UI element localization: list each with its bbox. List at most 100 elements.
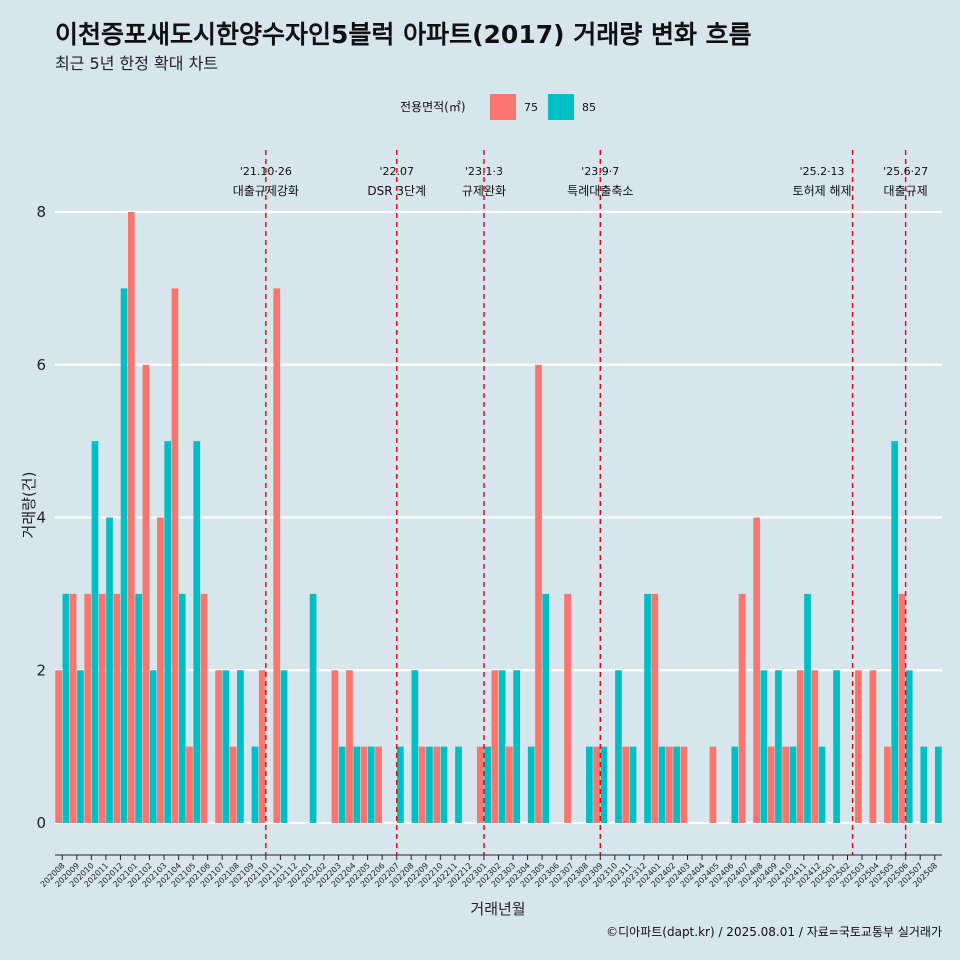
- legend-label-85: 85: [582, 101, 596, 114]
- bar-75-202309: [593, 746, 600, 823]
- bar-75-202405: [709, 746, 717, 823]
- bar-75-202101: [127, 212, 135, 823]
- bar-85-202103: [164, 441, 172, 823]
- bar-75-202103: [157, 517, 164, 823]
- bar-75-202410: [782, 746, 790, 823]
- bar-85-202209: [426, 746, 433, 823]
- bar-75-202209: [418, 746, 426, 823]
- bar-85-202008: [62, 593, 70, 823]
- bar-75-202503: [855, 670, 862, 823]
- bar-85-202211: [455, 746, 462, 823]
- bar-75-202411: [796, 670, 804, 823]
- event-label: 대출규제: [884, 184, 928, 198]
- y-tick-label: 4: [36, 509, 46, 527]
- bar-85-202308: [586, 746, 593, 823]
- bar-75-202504: [869, 670, 877, 823]
- bar-75-202303: [506, 746, 513, 823]
- bar-85-202505: [891, 441, 899, 823]
- y-tick-label: 0: [36, 814, 46, 832]
- bar-85-202205: [367, 746, 375, 823]
- bar-75-202106: [200, 593, 208, 823]
- event-date: '23.1·3: [465, 165, 503, 178]
- bar-85-202309: [600, 746, 608, 823]
- bar-75-202110: [258, 670, 266, 823]
- bar-85-202204: [353, 746, 361, 823]
- bars: [55, 212, 942, 823]
- legend-title: 전용면적(㎡): [400, 100, 466, 114]
- bar-85-202011: [106, 517, 113, 823]
- bar-75-202210: [433, 746, 441, 823]
- y-tick-label: 2: [36, 661, 46, 679]
- bar-75-202011: [98, 593, 106, 823]
- bar-75-202401: [651, 593, 659, 823]
- bar-75-202407: [738, 593, 746, 823]
- legend: 전용면적(㎡) 75 85: [400, 94, 596, 120]
- bar-75-202307: [564, 593, 571, 823]
- bar-85-202104: [178, 593, 186, 823]
- bar-85-202312: [644, 593, 651, 823]
- bar-75-202108: [229, 746, 237, 823]
- bar-85-202301: [484, 746, 491, 823]
- event-markers: '21.10·26 대출규제강화 '22.07 DSR 3단계 '23.1·3 규제완화 '…: [233, 150, 928, 855]
- event-date: '22.07: [379, 165, 414, 178]
- bar-75-202203: [331, 670, 339, 823]
- bar-85-202102: [149, 670, 157, 823]
- bar-85-202311: [629, 746, 637, 823]
- bar-85-202501: [833, 670, 840, 823]
- bar-75-202107: [215, 670, 222, 823]
- bar-75-202009: [69, 593, 77, 823]
- bar-85-202408: [760, 670, 768, 823]
- bar-85-202107: [222, 670, 230, 823]
- bar-85-202409: [775, 670, 782, 823]
- bar-85-202406: [731, 746, 739, 823]
- bar-85-202111: [280, 670, 288, 823]
- bar-75-202412: [811, 670, 819, 823]
- bar-85-202208: [411, 670, 419, 823]
- bar-85-202411: [804, 593, 811, 823]
- bar-75-202301: [476, 746, 484, 823]
- event-date: '25.2·13: [800, 165, 845, 178]
- chart-subtitle: 최근 5년 한정 확대 차트: [55, 54, 218, 73]
- bar-85-202207: [397, 746, 404, 823]
- bar-75-202305: [535, 364, 542, 823]
- bar-75-202206: [375, 746, 382, 823]
- bar-75-202111: [273, 288, 281, 823]
- bar-75-202408: [753, 517, 760, 823]
- event-date: '21.10·26: [240, 165, 292, 178]
- y-axis-ticks: 0 2 4 6 8: [36, 203, 46, 832]
- bar-75-202403: [680, 746, 688, 823]
- bar-85-202203: [338, 746, 346, 823]
- bar-85-202508: [935, 746, 942, 823]
- bar-75-202409: [767, 746, 775, 823]
- bar-75-202105: [186, 746, 193, 823]
- bar-85-202410: [789, 746, 797, 823]
- y-tick-label: 8: [36, 203, 46, 221]
- bar-85-202506: [905, 670, 913, 823]
- event-date: '23.9·7: [581, 165, 619, 178]
- bar-85-202101: [135, 593, 142, 823]
- bar-85-202010: [91, 441, 99, 823]
- event-label: 대출규제강화: [233, 184, 299, 198]
- bar-85-202012: [120, 288, 128, 823]
- bar-85-202507: [920, 746, 928, 823]
- x-axis: 2020082020092020102020112020122021012021…: [39, 854, 942, 889]
- bar-85-202009: [77, 670, 84, 823]
- bar-75-202205: [360, 746, 368, 823]
- bar-85-202105: [193, 441, 201, 823]
- bar-85-202109: [251, 746, 259, 823]
- y-tick-label: 6: [36, 356, 46, 374]
- bar-75-202010: [84, 593, 92, 823]
- legend-swatch-85: [548, 94, 574, 120]
- y-axis-title: 거래량(건): [20, 472, 38, 539]
- bar-75-202008: [55, 670, 62, 823]
- legend-label-75: 75: [524, 101, 538, 114]
- bar-85-202305: [542, 593, 550, 823]
- bar-85-202310: [615, 670, 622, 823]
- bar-75-202311: [622, 746, 630, 823]
- bar-75-202302: [491, 670, 499, 823]
- event-label: 특례대출축소: [567, 184, 633, 198]
- bar-75-202506: [898, 593, 906, 823]
- bar-75-202204: [346, 670, 353, 823]
- event-label: 규제완화: [462, 184, 506, 198]
